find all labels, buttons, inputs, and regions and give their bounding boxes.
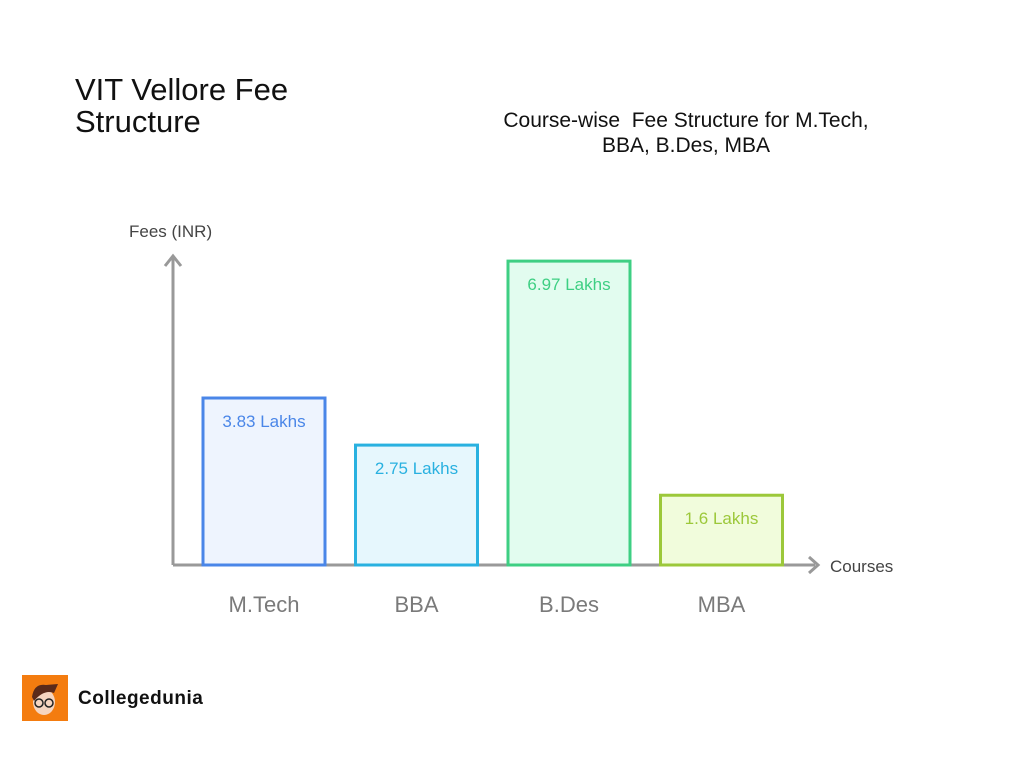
data-label: 2.75 Lakhs — [375, 459, 458, 478]
data-label: 6.97 Lakhs — [527, 275, 610, 294]
bar-mtech — [201, 396, 327, 567]
bar-bba — [354, 443, 479, 567]
bars: 3.83 Lakhs M.Tech 2.75 Lakhs BBA 6.97 Lakhs B… — [201, 259, 784, 617]
y-axis-label: Fees (INR) — [129, 222, 212, 241]
x-tick-label: B.Des — [539, 592, 599, 617]
brand-name: Collegedunia — [78, 688, 204, 709]
page-title: VIT Vellore Fee Structure — [75, 72, 289, 139]
x-tick-label: BBA — [394, 592, 438, 617]
chart-subtitle: Course-wise Fee Structure for M.Tech, BB… — [503, 109, 875, 157]
y-axis-arrow-icon — [163, 253, 183, 267]
collegedunia-logo — [22, 675, 68, 721]
bar-bdes — [506, 259, 632, 567]
data-label: 3.83 Lakhs — [222, 412, 305, 431]
bar-mba — [659, 493, 784, 567]
x-tick-label: M.Tech — [229, 592, 300, 617]
data-label: 1.6 Lakhs — [685, 509, 759, 528]
x-axis-arrow-icon — [808, 555, 821, 575]
x-tick-label: MBA — [698, 592, 746, 617]
x-axis-label: Courses — [830, 557, 893, 576]
